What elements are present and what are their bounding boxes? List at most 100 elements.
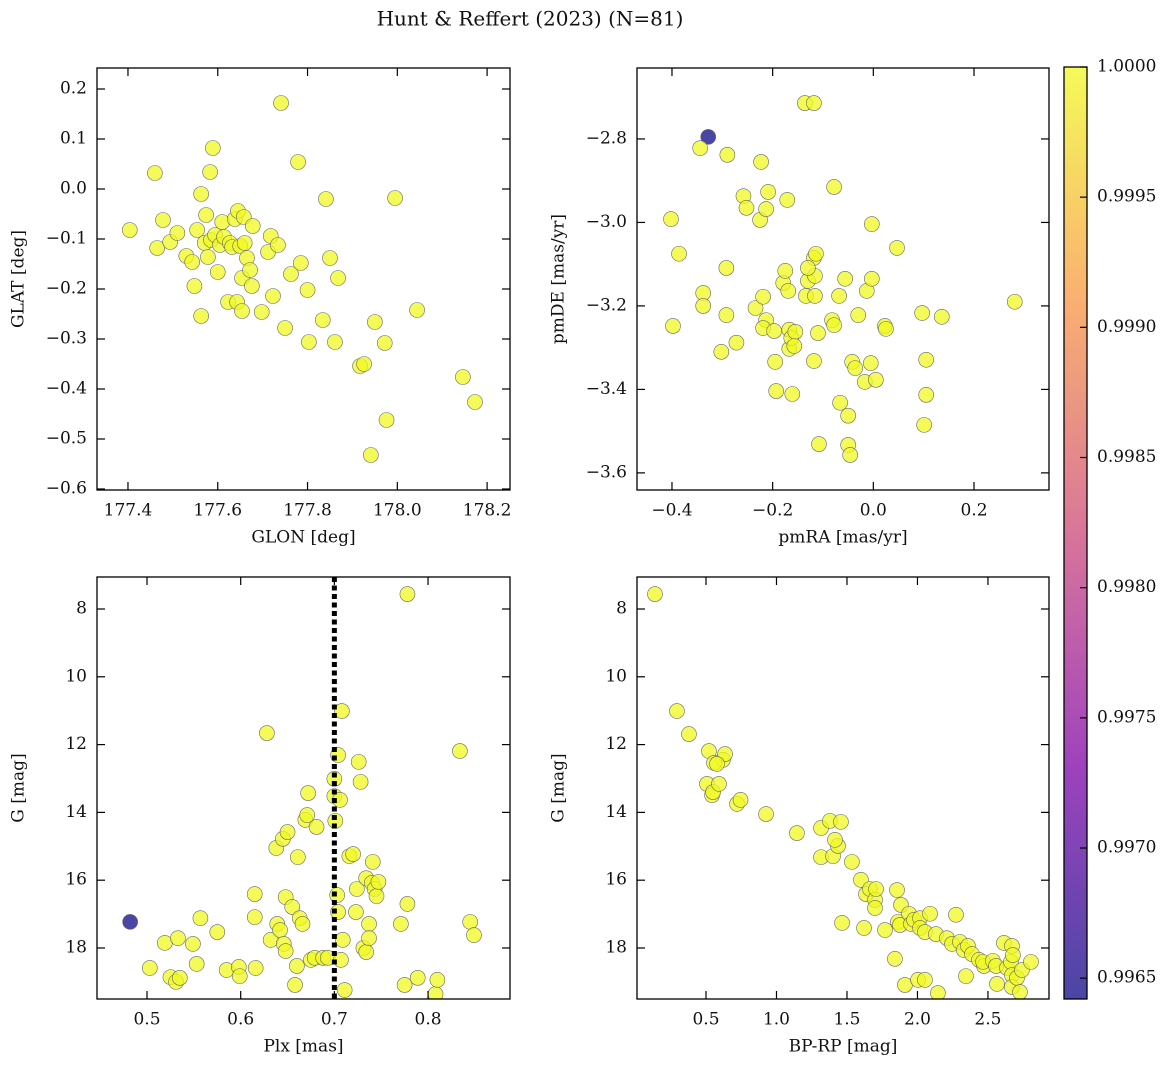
y-tick-label: 10 [65,666,87,686]
point [170,930,186,946]
point [758,201,774,217]
point [718,260,735,276]
panel: 0.5 1.0 1.5 2.0 2.5 8 10 12 14 16 18 BP-RP [mag] G [… [549,576,1050,1057]
point [277,943,294,959]
point [663,211,679,227]
colorbar-tick-label: 0.9990 [1097,317,1156,337]
point [186,278,203,294]
point [647,586,663,602]
y-tick-label: 12 [605,734,627,754]
point [711,776,727,792]
point [728,334,745,351]
x-tick-label: 178.2 [463,501,512,521]
point [863,355,879,371]
point [345,846,361,862]
point [330,904,346,920]
point [700,129,717,145]
x-axis-label: pmRA [mas/yr] [778,528,907,548]
point [789,825,805,841]
point [396,977,413,993]
point [289,958,305,974]
point [1005,947,1021,963]
y-tick-label: 18 [605,937,627,957]
y-tick-label: −3.2 [586,295,627,315]
point [806,353,822,369]
point [300,785,316,801]
point [864,216,880,232]
point [760,184,776,200]
point [738,200,755,216]
point [121,222,138,238]
axes-frame [96,67,511,491]
y-tick-label: 18 [65,937,87,957]
point [847,360,864,376]
point [308,819,325,835]
point [142,960,158,976]
point [259,725,275,741]
point [157,935,173,951]
points [663,95,1023,463]
point [933,308,950,325]
point [758,806,774,822]
point [930,985,946,999]
point [784,386,801,402]
point [811,436,827,452]
point [780,283,797,299]
point [334,703,350,719]
x-tick-label: 1.0 [763,1010,790,1030]
point [122,914,138,930]
point [767,354,783,370]
point [209,264,226,280]
points [122,577,482,999]
x-tick-label: 0.5 [133,1010,160,1030]
point [877,922,893,938]
y-tick-label: 14 [605,802,627,822]
point [242,262,258,278]
point [695,298,711,314]
colorbar-tick-label: 0.9970 [1097,838,1156,858]
point [713,344,730,360]
point [334,932,351,948]
colorbar-tick-label: 0.9965 [1097,968,1156,988]
point [329,887,345,903]
point [732,792,749,808]
point [452,743,468,759]
x-tick-label: 2.5 [974,1010,1001,1030]
y-tick-label: 14 [65,802,87,822]
point [850,307,867,323]
point [358,944,375,960]
point [948,906,964,923]
point [172,970,188,986]
point [189,222,205,238]
point [922,905,938,922]
y-tick-label: −3.6 [586,462,627,482]
point [466,927,482,943]
point [837,270,853,287]
point [665,318,681,334]
point [917,972,933,988]
point [273,95,289,111]
point [709,756,725,772]
axes-frame [636,576,1050,1000]
point [399,896,416,912]
panel: −0.4 −0.2 0.0 0.2 −3.6 −3.4 −3.2 −3.0 −2.8 pmRA [… [549,67,1050,548]
point [364,854,381,870]
point [293,255,309,271]
point [779,192,796,208]
point [868,372,884,388]
point [294,916,311,932]
y-tick-label: −0.1 [46,229,87,249]
y-tick-label: 16 [65,870,87,890]
point [284,899,301,915]
y-axis-label: G [mag] [549,753,569,822]
point [348,904,364,920]
point [349,881,365,897]
x-axis-label: GLON [deg] [251,528,355,548]
point [205,140,221,156]
point [833,814,849,830]
point [409,970,426,986]
point [234,303,250,319]
point [844,854,860,870]
point [361,916,377,932]
